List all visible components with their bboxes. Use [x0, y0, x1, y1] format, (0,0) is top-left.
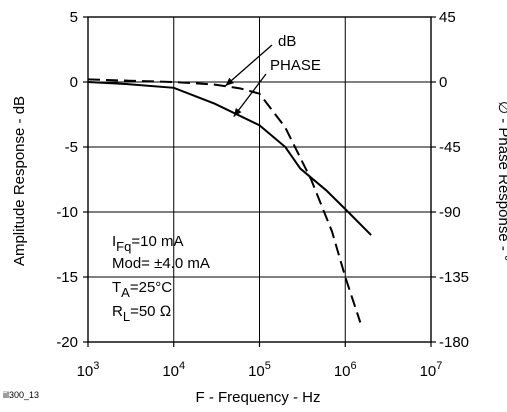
y-axis-right-label: ∅ - Phase Response - °	[495, 101, 507, 261]
y-right-tick-label: 0	[439, 74, 447, 91]
condition-note: Mod= ±4.0 mA	[112, 255, 210, 272]
y-right-tick-label: -45	[439, 139, 461, 156]
series-line-db	[87, 78, 362, 323]
condition-note: IFq=10 mA	[112, 233, 183, 254]
x-tick-label: 106	[334, 360, 357, 380]
y-right-tick-label: 45	[439, 9, 456, 26]
x-tick-label: 103	[77, 360, 100, 380]
arrow-head	[225, 77, 234, 86]
y-axis-left-label: Amplitude Response - dB	[11, 96, 28, 266]
figure-id: iil300_13	[3, 390, 39, 400]
db-label-arrow	[224, 44, 273, 87]
x-tick-label: 104	[162, 360, 185, 380]
y-left-tick-label: 0	[70, 74, 78, 91]
condition-note: TA=25°C	[112, 279, 172, 300]
y-right-tick-label: -180	[439, 334, 469, 351]
y-right-tick-label: -135	[439, 269, 469, 286]
db-series-label: dB	[278, 33, 296, 50]
tick-labels: 103 104 105 106 107 5 0 -5 -10 -15 -20 45 0 -45 -90 -13…	[56, 9, 469, 380]
arrow-head	[233, 107, 242, 117]
y-left-tick-label: -5	[65, 139, 78, 156]
x-tick-label: 105	[248, 360, 271, 380]
series-lines	[87, 78, 372, 323]
phase-label-arrow	[233, 73, 267, 118]
y-left-tick-label: 5	[70, 9, 78, 26]
series-line-phase	[87, 81, 372, 236]
x-axis-label: F - Frequency - Hz	[195, 389, 320, 406]
y-right-tick-label: -90	[439, 204, 461, 221]
y-left-tick-label: -20	[56, 334, 78, 351]
x-tick-label: 107	[420, 360, 443, 380]
phase-series-label: PHASE	[270, 57, 321, 74]
y-left-tick-label: -15	[56, 269, 78, 286]
condition-note: RL=50 Ω	[112, 303, 171, 324]
y-left-tick-label: -10	[56, 204, 78, 221]
